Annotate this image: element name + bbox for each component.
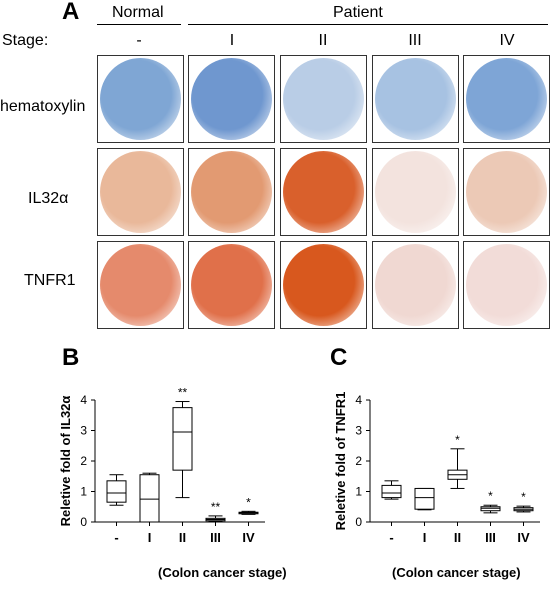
chart-c-x-tick-label: III bbox=[485, 530, 496, 545]
chart-c-x-tick-label: - bbox=[389, 530, 393, 545]
chart-b-y-tick-label: 1 bbox=[80, 485, 87, 499]
chart-c-y-tick-label: 0 bbox=[355, 515, 362, 529]
panel-c-letter: C bbox=[330, 344, 348, 371]
chart-b-x-tick-label: I bbox=[148, 530, 152, 545]
chart-b-significance-label: ** bbox=[211, 500, 221, 514]
chart-c-y-tick-label: 2 bbox=[355, 454, 362, 468]
panel-a-letter: A bbox=[62, 0, 80, 25]
tissue-tile-hematoxylin-stage-3 bbox=[372, 55, 459, 143]
chart-b-significance-label: * bbox=[246, 495, 251, 509]
chart-b-y-tick-label: 0 bbox=[80, 515, 87, 529]
tissue-tile-hematoxylin-normal bbox=[97, 55, 184, 143]
tissue-tile-tnfr1-stage-3 bbox=[372, 241, 459, 329]
tissue-tile-hematoxylin-stage-4 bbox=[463, 55, 550, 143]
group-patient-label: Patient bbox=[333, 4, 383, 21]
tissue-core bbox=[283, 58, 364, 140]
tissue-core bbox=[283, 244, 364, 326]
chart-c-significance-label: * bbox=[521, 490, 526, 504]
tissue-core bbox=[191, 151, 272, 233]
chart-b-y-tick-label: 2 bbox=[80, 454, 87, 468]
chart-b-box bbox=[106, 480, 127, 503]
chart-b-x-tick-label: - bbox=[114, 530, 118, 545]
panel-b-letter: B bbox=[62, 344, 80, 371]
chart-c-y-tick-label: 1 bbox=[355, 485, 362, 499]
tissue-core bbox=[191, 244, 272, 326]
patient-underline bbox=[188, 24, 548, 25]
stage-3: III bbox=[408, 32, 422, 49]
chart-c-significance-label: * bbox=[488, 489, 493, 503]
tissue-core bbox=[283, 151, 364, 233]
chart-b-x-tick-label: IV bbox=[242, 530, 255, 545]
tissue-tile-il32a-stage-2 bbox=[280, 148, 367, 236]
tissue-core bbox=[375, 244, 456, 326]
tissue-tile-hematoxylin-stage-2 bbox=[280, 55, 367, 143]
chart-c-y-label: Reletive fold of TNFR1 bbox=[333, 392, 348, 531]
tissue-core bbox=[466, 58, 547, 140]
chart-b-y-label: Reletive fold of IL32α bbox=[58, 396, 73, 527]
chart-b-significance-label: ** bbox=[178, 386, 188, 400]
tissue-core bbox=[100, 58, 181, 140]
chart-c-significance-label: * bbox=[455, 433, 460, 447]
tissue-tile-il32a-stage-4 bbox=[463, 148, 550, 236]
tissue-core bbox=[466, 151, 547, 233]
tissue-tile-il32a-stage-3 bbox=[372, 148, 459, 236]
chart-c-x-tick-label: II bbox=[454, 530, 461, 545]
stage-4: IV bbox=[499, 32, 515, 49]
row-label-tnfr1: TNFR1 bbox=[24, 272, 76, 289]
chart-c-x-tick-label: I bbox=[423, 530, 427, 545]
tissue-tile-il32a-stage-1 bbox=[188, 148, 275, 236]
chart-b-y-tick-label: 3 bbox=[80, 424, 87, 438]
chart-c-y-tick-label: 3 bbox=[355, 424, 362, 438]
chart-c-x-tick-label: IV bbox=[517, 530, 530, 545]
tissue-core bbox=[375, 58, 456, 140]
stage-2: II bbox=[318, 32, 328, 49]
tissue-core bbox=[191, 58, 272, 140]
chart-c-box bbox=[414, 487, 435, 510]
tissue-tile-hematoxylin-stage-1 bbox=[188, 55, 275, 143]
chart-c-y-tick-label: 4 bbox=[355, 393, 362, 407]
chart-b-y-tick-label: 4 bbox=[80, 393, 87, 407]
row-label-hematoxylin: hematoxylin bbox=[0, 98, 86, 115]
stage-normal: - bbox=[136, 32, 142, 49]
tissue-core bbox=[100, 244, 181, 326]
chart-c-box bbox=[381, 484, 402, 499]
group-normal-label: Normal bbox=[112, 4, 164, 21]
chart-b-box bbox=[172, 407, 193, 471]
tissue-core bbox=[375, 151, 456, 233]
chart-b-x-tick-label: III bbox=[210, 530, 221, 545]
tissue-tile-tnfr1-normal bbox=[97, 241, 184, 329]
chart-c-xlabel: (Colon cancer stage) bbox=[392, 565, 521, 580]
tissue-tile-tnfr1-stage-4 bbox=[463, 241, 550, 329]
tissue-tile-tnfr1-stage-2 bbox=[280, 241, 367, 329]
chart-b-x-tick-label: II bbox=[179, 530, 186, 545]
tissue-tile-il32a-normal bbox=[97, 148, 184, 236]
tissue-core bbox=[100, 151, 181, 233]
tissue-core bbox=[466, 244, 547, 326]
chart-b-box bbox=[139, 474, 160, 523]
row-label-il32a: IL32α bbox=[28, 190, 69, 207]
chart-b-xlabel: (Colon cancer stage) bbox=[158, 565, 287, 580]
tissue-tile-tnfr1-stage-1 bbox=[188, 241, 275, 329]
stage-1: I bbox=[229, 32, 235, 49]
normal-underline bbox=[97, 24, 181, 25]
stage-label: Stage: bbox=[2, 32, 49, 49]
